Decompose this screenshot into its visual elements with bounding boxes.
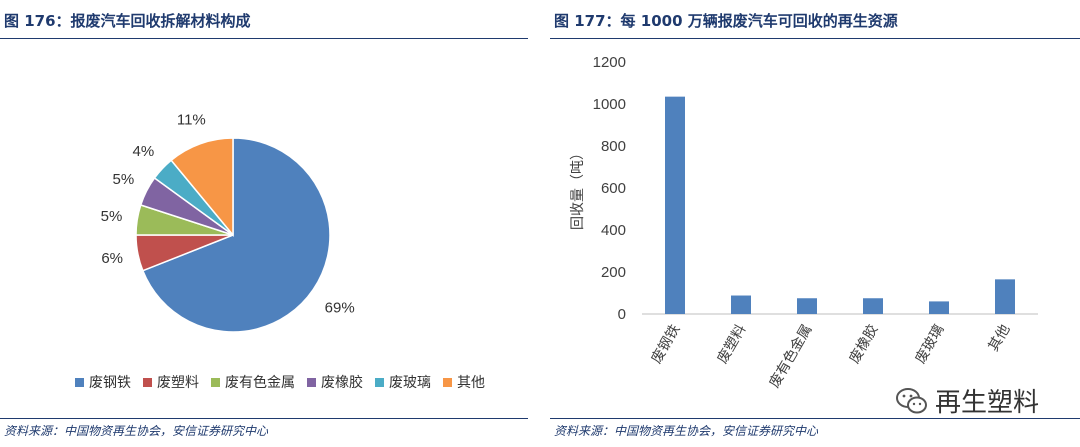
left-figure-title: 图 176：报废汽车回收拆解材料构成 [4, 12, 251, 30]
bar [797, 298, 817, 314]
x-tick-label: 废塑料 [714, 322, 749, 366]
bar [995, 279, 1015, 314]
bar [665, 96, 685, 315]
legend-item: 废玻璃 [375, 372, 431, 392]
legend-item: 废有色金属 [211, 372, 295, 392]
left-title-rule [0, 38, 528, 39]
right-figure-panel: 图 177：每 1000 万辆报废汽车可回收的再生资源 0 200 400 600 80… [550, 0, 1080, 447]
y-tick-label: 600 [601, 180, 626, 197]
watermark-text: 再生塑料 [935, 388, 1040, 418]
bar [863, 298, 883, 314]
right-source-rule [550, 418, 1080, 419]
legend-label: 废钢铁 [89, 375, 131, 391]
y-tick-label: 1000 [593, 96, 626, 113]
pie-slice [170, 137, 234, 238]
y-tick-label: 0 [618, 306, 626, 323]
legend-label: 废橡胶 [321, 375, 363, 391]
bar [929, 301, 949, 314]
right-figure-title: 图 177：每 1000 万辆报废汽车可回收的再生资源 [554, 12, 898, 30]
legend-swatch [211, 377, 220, 387]
legend-swatch [75, 377, 84, 387]
pie-data-label: 4% [132, 143, 154, 160]
legend-swatch [375, 377, 384, 387]
pie-data-label: 5% [113, 171, 135, 188]
legend-item: 废塑料 [143, 372, 199, 392]
legend-label: 废塑料 [157, 375, 199, 391]
legend-swatch [307, 377, 316, 387]
x-tick-label: 废玻璃 [912, 322, 947, 366]
bar [731, 295, 751, 314]
y-tick-label: 800 [601, 138, 626, 155]
pie-data-label: 5% [101, 208, 123, 225]
bar-chart: 0 200 400 600 800 1000 1200 回收量（吨） 废钢铁 废塑料 废有色金属 废橡… [569, 54, 1038, 391]
pie-slice [141, 137, 331, 333]
left-source-note: 资料来源：中国物资再生协会，安信证券研究中心 [4, 424, 269, 438]
legend-label: 其他 [457, 375, 485, 391]
pie-data-label: 11% [177, 111, 206, 128]
left-source-rule [0, 418, 528, 419]
legend-item: 废橡胶 [307, 372, 363, 392]
legend-item: 其他 [443, 372, 485, 392]
x-tick-label: 其他 [985, 322, 1013, 354]
right-source-note: 资料来源：中国物资再生协会，安信证券研究中心 [554, 424, 819, 438]
pie-data-label: 6% [101, 250, 123, 267]
pie-legend: 废钢铁 废塑料 废有色金属 废橡胶 废玻璃 其他 [40, 372, 520, 392]
y-tick-label: 200 [601, 264, 626, 281]
left-figure-panel: 图 176：报废汽车回收拆解材料构成 69% 6% 5% 5% 4% 11% 废钢铁 废塑料… [0, 0, 528, 447]
legend-swatch [143, 377, 152, 387]
legend-label: 废玻璃 [389, 375, 431, 391]
y-tick-label: 1200 [593, 54, 626, 71]
legend-label: 废有色金属 [225, 375, 295, 391]
x-tick-label: 废有色金属 [766, 322, 815, 391]
y-tick-label: 400 [601, 222, 626, 239]
pie-chart: 69% 6% 5% 5% 4% 11% [101, 111, 355, 333]
x-tick-label: 废钢铁 [648, 322, 683, 366]
watermark: 再生塑料 [895, 382, 1039, 419]
legend-item: 废钢铁 [75, 372, 131, 392]
pie-data-label: 69% [325, 300, 355, 317]
wechat-icon [896, 387, 927, 413]
y-axis-label: 回收量（吨） [569, 146, 585, 230]
right-title-rule [550, 38, 1080, 39]
x-tick-label: 废橡胶 [846, 322, 881, 366]
legend-swatch [443, 377, 452, 387]
